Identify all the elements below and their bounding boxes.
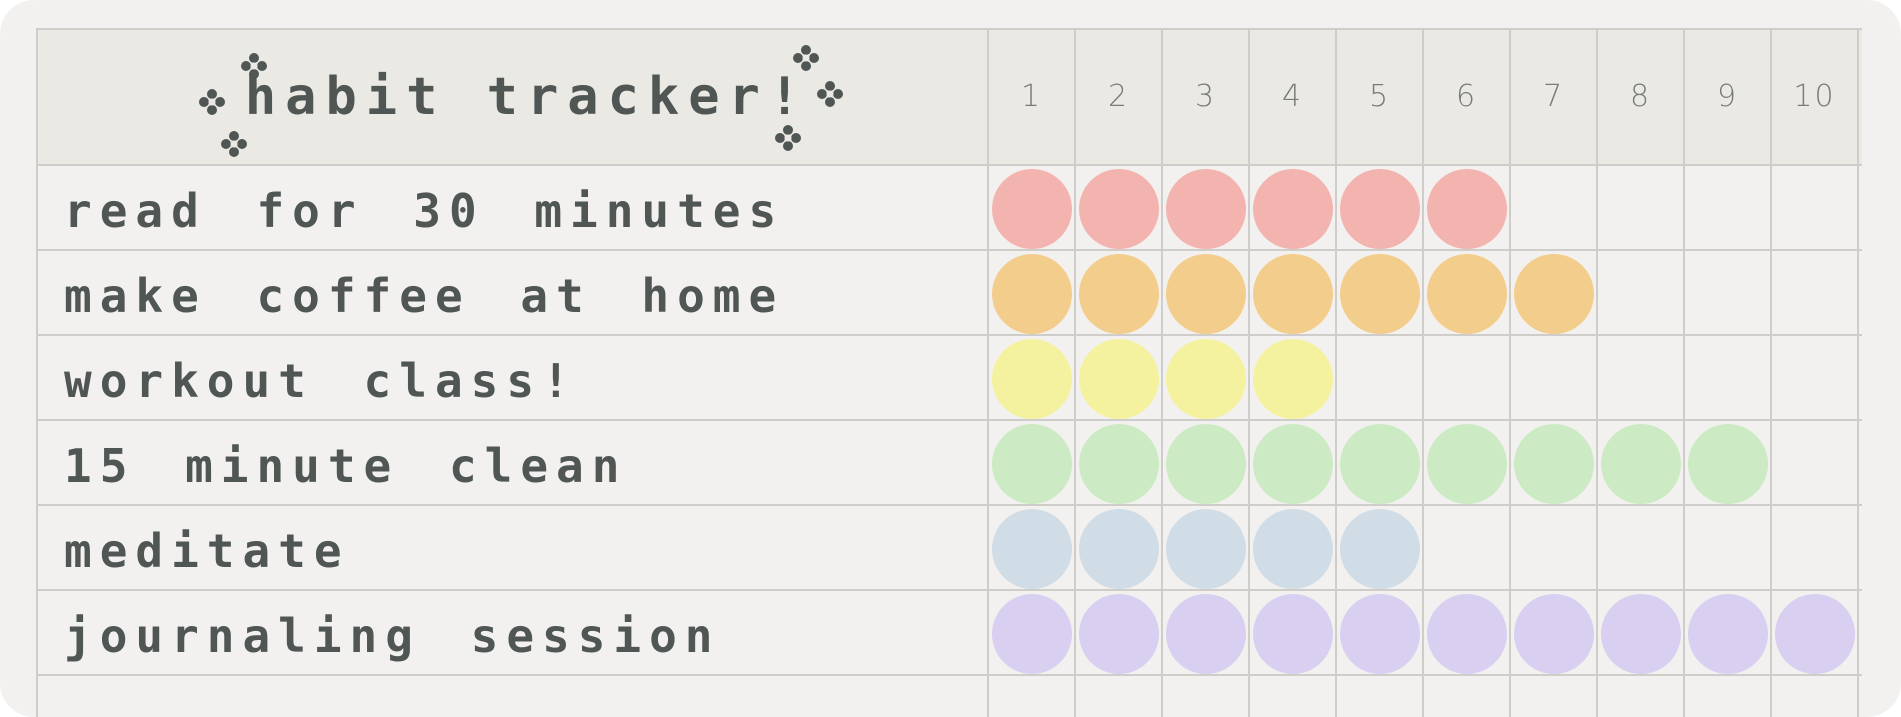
completion-dot bbox=[1774, 593, 1855, 674]
completion-dot bbox=[1165, 168, 1246, 249]
day-number: 9 bbox=[1716, 79, 1739, 114]
completion-dot bbox=[991, 253, 1072, 334]
completion-dot bbox=[1426, 168, 1507, 249]
completion-dot bbox=[991, 168, 1072, 249]
habit-label: read for 30 minutes bbox=[64, 184, 785, 238]
habit-label: workout class! bbox=[64, 354, 578, 408]
day-number: 10 bbox=[1793, 79, 1836, 114]
grid-line bbox=[1683, 28, 1685, 717]
grid-line bbox=[36, 674, 1862, 676]
completion-dot bbox=[991, 423, 1072, 504]
completion-dot bbox=[1165, 508, 1246, 589]
completion-dot bbox=[1339, 253, 1420, 334]
grid-line bbox=[987, 28, 989, 717]
completion-dot bbox=[1426, 423, 1507, 504]
grid-line bbox=[36, 504, 1862, 506]
completion-dot bbox=[1252, 168, 1333, 249]
completion-dot bbox=[1513, 423, 1594, 504]
grid-line bbox=[1074, 28, 1076, 717]
completion-dot bbox=[1600, 593, 1681, 674]
completion-dot bbox=[1078, 168, 1159, 249]
grid-line bbox=[36, 334, 1862, 336]
completion-dot bbox=[1600, 423, 1681, 504]
completion-dot bbox=[1252, 508, 1333, 589]
grid-line bbox=[1335, 28, 1337, 717]
completion-dot bbox=[1078, 508, 1159, 589]
completion-dot bbox=[1165, 423, 1246, 504]
completion-dot bbox=[991, 508, 1072, 589]
completion-dot bbox=[1426, 593, 1507, 674]
grid-line bbox=[1422, 28, 1424, 717]
completion-dot bbox=[1687, 423, 1768, 504]
grid-line bbox=[1857, 28, 1859, 717]
completion-dot bbox=[1339, 508, 1420, 589]
day-number: 5 bbox=[1368, 79, 1391, 114]
completion-dot bbox=[1339, 423, 1420, 504]
completion-dot bbox=[1339, 593, 1420, 674]
day-number: 2 bbox=[1107, 79, 1130, 114]
completion-dot bbox=[1078, 593, 1159, 674]
day-number: 6 bbox=[1455, 79, 1478, 114]
completion-dot bbox=[1339, 168, 1420, 249]
completion-dot bbox=[1252, 423, 1333, 504]
completion-dot bbox=[1165, 593, 1246, 674]
grid-line bbox=[1596, 28, 1598, 717]
grid-line bbox=[36, 419, 1862, 421]
habit-label: meditate bbox=[64, 524, 350, 578]
day-number: 1 bbox=[1020, 79, 1043, 114]
completion-dot bbox=[1165, 253, 1246, 334]
completion-dot bbox=[1252, 593, 1333, 674]
grid-line bbox=[1248, 28, 1250, 717]
grid-line bbox=[36, 164, 1862, 166]
completion-dot bbox=[1426, 253, 1507, 334]
completion-dot bbox=[1687, 593, 1768, 674]
header-row bbox=[36, 28, 1862, 165]
grid-line bbox=[1509, 28, 1511, 717]
completion-dot bbox=[1252, 253, 1333, 334]
grid-line bbox=[36, 249, 1862, 251]
completion-dot bbox=[1252, 338, 1333, 419]
grid-line bbox=[36, 28, 38, 717]
flower-icon bbox=[817, 81, 843, 107]
habit-label: journaling session bbox=[64, 609, 721, 663]
completion-dot bbox=[1165, 338, 1246, 419]
day-number: 7 bbox=[1542, 79, 1565, 114]
completion-dot bbox=[991, 593, 1072, 674]
completion-dot bbox=[1078, 253, 1159, 334]
habit-grid: habit tracker! 1 2 3 4 5 bbox=[36, 28, 1862, 717]
grid-line bbox=[36, 589, 1862, 591]
flower-icon bbox=[199, 89, 225, 115]
habit-label: make coffee at home bbox=[64, 269, 785, 323]
grid-line bbox=[1770, 28, 1772, 717]
completion-dot bbox=[1513, 253, 1594, 334]
flower-icon bbox=[775, 125, 801, 151]
day-number: 4 bbox=[1281, 79, 1304, 114]
tracker-title: habit tracker! bbox=[244, 66, 810, 127]
completion-dot bbox=[1078, 338, 1159, 419]
completion-dot bbox=[991, 338, 1072, 419]
flower-icon bbox=[793, 45, 819, 71]
completion-dot bbox=[1078, 423, 1159, 504]
day-number: 8 bbox=[1629, 79, 1652, 114]
flower-icon bbox=[241, 53, 267, 79]
habit-label: 15 minute clean bbox=[64, 439, 628, 493]
day-number: 3 bbox=[1194, 79, 1217, 114]
grid-line bbox=[1161, 28, 1163, 717]
grid-line bbox=[36, 28, 1862, 30]
completion-dot bbox=[1513, 593, 1594, 674]
flower-icon bbox=[221, 131, 247, 157]
